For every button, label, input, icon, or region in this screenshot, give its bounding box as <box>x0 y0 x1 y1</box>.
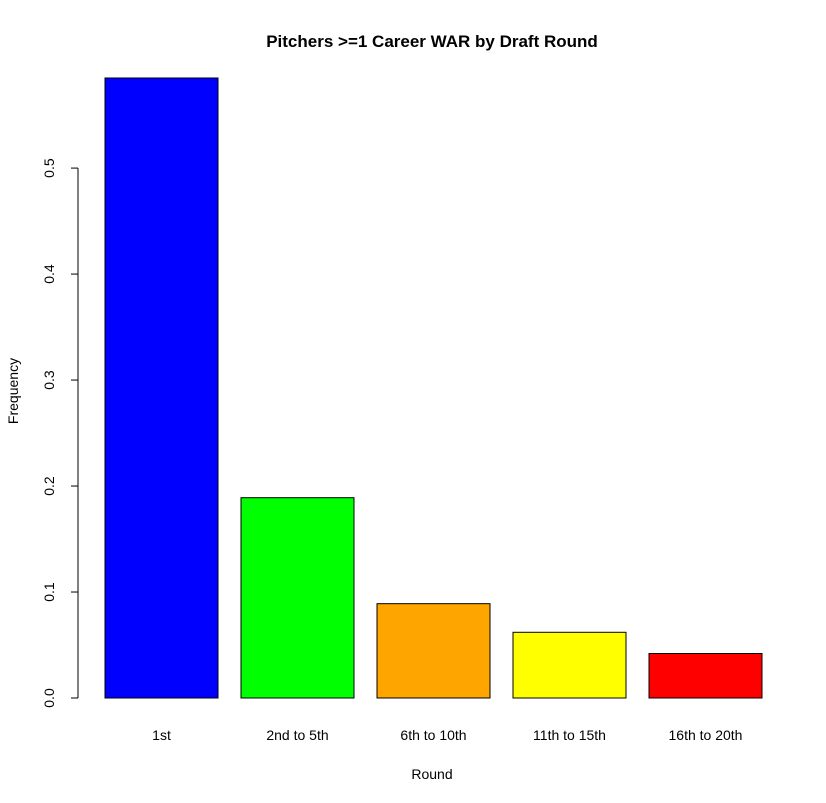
y-tick-label: 0.5 <box>41 158 57 178</box>
bar-6th-to-10th <box>376 603 491 699</box>
bar-2nd-to-5th <box>240 497 355 699</box>
y-axis-label: Frequency <box>5 358 21 424</box>
y-tick-label: 0.2 <box>41 476 57 496</box>
y-tick-label: 0.0 <box>41 688 57 708</box>
x-tick-label: 2nd to 5th <box>266 727 328 743</box>
y-tick-label: 0.4 <box>41 264 57 284</box>
x-tick-label: 11th to 15th <box>533 727 606 743</box>
x-tick-label: 6th to 10th <box>400 727 466 743</box>
x-tick-labels: 1st 2nd to 5th 6th to 10th 11th to 15th 16th… <box>152 727 742 743</box>
x-axis-label: Round <box>411 766 452 782</box>
y-tick-label: 0.1 <box>41 582 57 602</box>
bars-group <box>104 77 763 699</box>
x-tick-label: 1st <box>152 727 171 743</box>
y-tick-label: 0.3 <box>41 370 57 390</box>
bar-1st <box>104 77 219 699</box>
chart-title: Pitchers >=1 Career WAR by Draft Round <box>266 32 598 51</box>
bar-16th-to-20th <box>648 652 763 699</box>
bar-11th-to-15th <box>512 631 627 699</box>
x-tick-label: 16th to 20th <box>669 727 743 743</box>
y-axis: 0.0 0.1 0.2 0.3 0.4 0.5 <box>41 158 79 708</box>
